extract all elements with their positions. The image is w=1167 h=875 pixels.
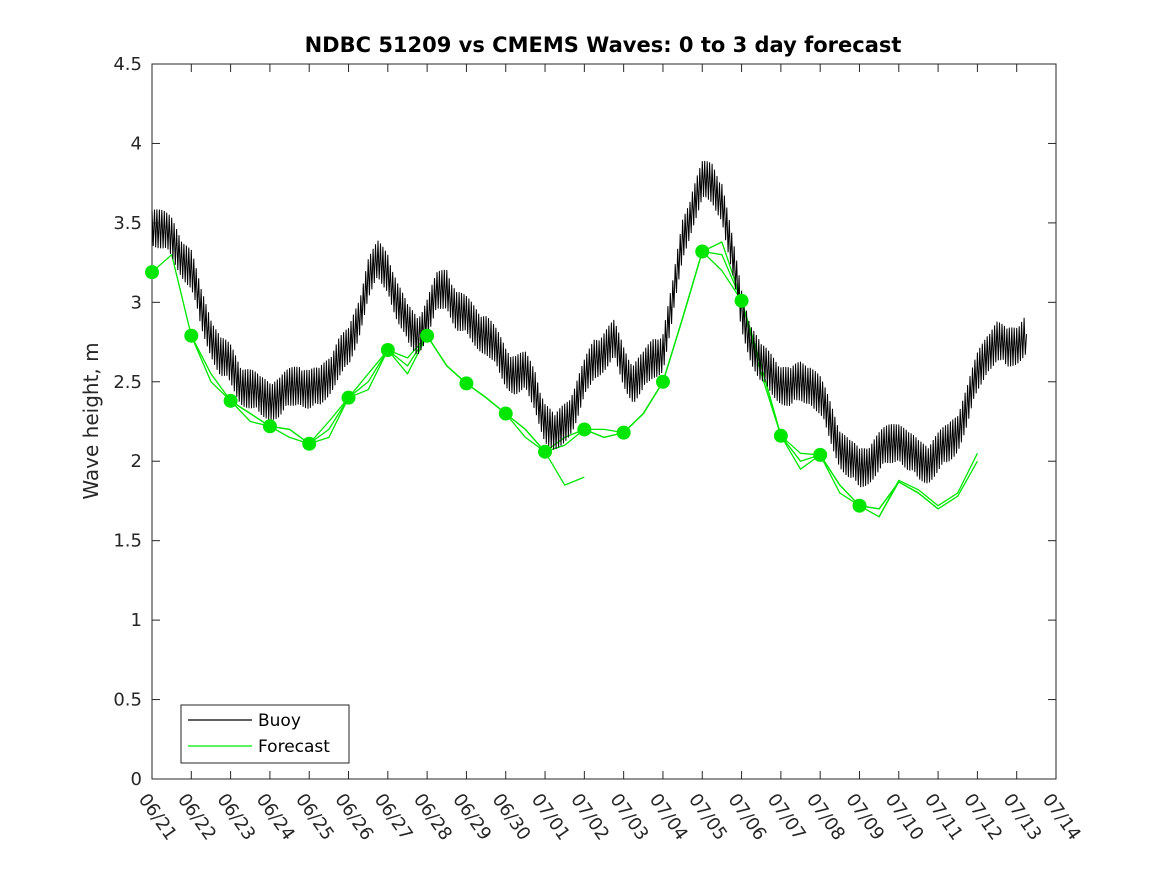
x-tick-label: 07/14: [1038, 790, 1085, 845]
x-tick-label: 06/25: [291, 790, 338, 845]
x-tick-label: 06/21: [134, 790, 181, 845]
x-tick-label: 07/05: [684, 790, 731, 845]
forecast-analysis-point: [734, 293, 749, 308]
forecast-run-line: [269, 349, 389, 445]
forecast-analysis-point: [341, 390, 356, 405]
forecast-run-line: [701, 251, 821, 456]
forecast-analysis-point: [655, 374, 670, 389]
forecast-analysis-point: [852, 498, 867, 513]
y-axis-label: Wave height, m: [79, 342, 103, 499]
plot-frame: [151, 63, 1057, 780]
forecast-run-line: [466, 382, 585, 486]
legend: Buoy Forecast: [180, 704, 350, 764]
y-tick-label: 3: [131, 292, 142, 313]
x-tick-label: 07/13: [999, 790, 1046, 845]
forecast-analysis-point: [223, 393, 238, 408]
legend-buoy-label: Buoy: [258, 711, 301, 731]
y-tick-label: 4: [131, 133, 142, 154]
x-tick-label: 07/10: [881, 790, 928, 845]
y-tick-label: 1: [131, 610, 142, 631]
x-tick-label: 07/02: [566, 790, 613, 845]
x-tick-label: 06/26: [330, 790, 377, 845]
forecast-analysis-point: [302, 436, 317, 451]
x-tick-label: 06/30: [488, 790, 535, 845]
y-tick-label: 4.5: [113, 54, 142, 75]
x-tick-label: 06/23: [213, 790, 260, 845]
buoy-line-group: [151, 160, 1027, 488]
y-tick-label: 2.5: [113, 372, 142, 393]
forecast-analysis-point: [184, 328, 199, 343]
x-tick-label: 06/29: [448, 790, 495, 845]
forecast-analysis-point: [773, 428, 788, 443]
forecast-analysis-point: [498, 406, 513, 421]
buoy-line: [151, 160, 1027, 488]
x-tick-label: 07/12: [959, 790, 1006, 845]
y-tick-label: 2: [131, 451, 142, 472]
x-tick-label: 07/08: [802, 790, 849, 845]
chart-title: NDBC 51209 vs CMEMS Waves: 0 to 3 day fo…: [305, 33, 902, 57]
forecast-analysis-point: [538, 444, 553, 459]
y-axis: 0 0.5 1 1.5 2 2.5 3 3.5 4 4.5: [113, 54, 1056, 790]
x-tick-label: 07/01: [527, 790, 574, 845]
x-tick-label: 07/03: [606, 790, 653, 845]
y-tick-label: 1.5: [113, 531, 142, 552]
forecast-run-line: [878, 453, 978, 518]
forecast-analysis-point: [420, 328, 435, 343]
x-tick-label: 07/09: [841, 790, 888, 845]
legend-forecast-label: Forecast: [258, 737, 330, 757]
y-tick-label: 0: [131, 769, 142, 790]
legend-box: [180, 704, 350, 764]
x-tick-label: 06/28: [409, 790, 456, 845]
forecast-analysis-point: [145, 265, 159, 280]
y-tick-label: 0.5: [113, 690, 142, 711]
x-tick-label: 07/11: [920, 790, 967, 845]
forecast-analysis-point: [813, 447, 828, 462]
forecast-analysis-point: [695, 244, 710, 259]
forecast-analysis-point: [459, 376, 474, 391]
forecast-analysis-point: [380, 343, 395, 357]
forecast-runs: [151, 241, 978, 518]
x-tick-label: 07/04: [645, 790, 692, 845]
x-tick-label: 06/27: [370, 790, 417, 845]
forecast-run-line: [308, 335, 428, 445]
analysis-points: [145, 244, 867, 513]
x-tick-label: 06/24: [252, 790, 299, 845]
forecast-run-line: [859, 460, 978, 510]
forecast-run-line: [190, 335, 310, 445]
x-tick-label: 07/06: [723, 790, 770, 845]
y-tick-label: 3.5: [113, 213, 142, 234]
x-tick-label: 07/07: [763, 790, 810, 845]
forecast-analysis-point: [577, 422, 592, 437]
x-tick-label: 06/22: [173, 790, 220, 845]
forecast-analysis-point: [262, 419, 277, 434]
forecast-analysis-point: [616, 425, 631, 440]
